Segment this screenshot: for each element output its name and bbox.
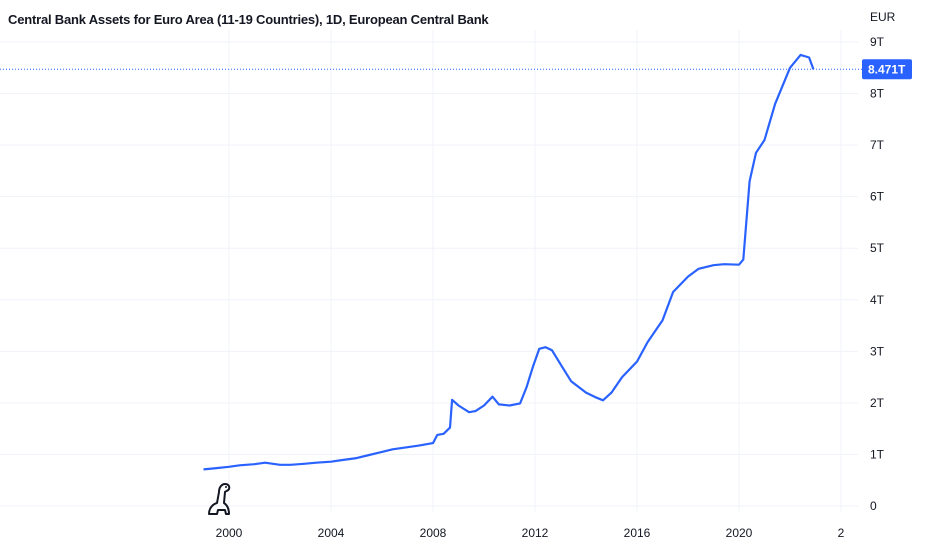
- y-tick-label: 9T: [870, 35, 885, 49]
- y-tick-label: 1T: [870, 447, 885, 461]
- last-value-label: 8.471T: [868, 62, 906, 76]
- x-axis: 2000 2004 2008 2012 2016 2020 2: [216, 526, 845, 540]
- y-tick-label: 0: [870, 499, 877, 513]
- x-tick-label: 2004: [318, 526, 345, 540]
- tradingview-logo-icon: [208, 483, 231, 515]
- x-tick-label: 2008: [420, 526, 447, 540]
- y-axis: 0 1T 2T 3T 4T 5T 6T 7T 8T 9T: [870, 35, 885, 513]
- chart-title: Central Bank Assets for Euro Area (11-19…: [8, 12, 489, 27]
- series-layer: [203, 53, 815, 471]
- x-tick-label: 2: [838, 526, 845, 540]
- currency-label: EUR: [870, 10, 896, 24]
- y-tick-label: 6T: [870, 190, 885, 204]
- x-tick-label: 2016: [624, 526, 651, 540]
- y-tick-label: 8T: [870, 87, 885, 101]
- x-tick-label: 2012: [522, 526, 549, 540]
- series-line: [203, 53, 815, 471]
- x-tick-label: 2000: [216, 526, 243, 540]
- y-tick-label: 5T: [870, 241, 885, 255]
- y-tick-label: 2T: [870, 396, 885, 410]
- grid: [0, 30, 858, 512]
- last-value-badge: 8.471T: [862, 59, 912, 80]
- y-tick-label: 3T: [870, 344, 885, 358]
- y-tick-label: 4T: [870, 293, 885, 307]
- x-tick-label: 2020: [726, 526, 753, 540]
- y-tick-label: 7T: [870, 138, 885, 152]
